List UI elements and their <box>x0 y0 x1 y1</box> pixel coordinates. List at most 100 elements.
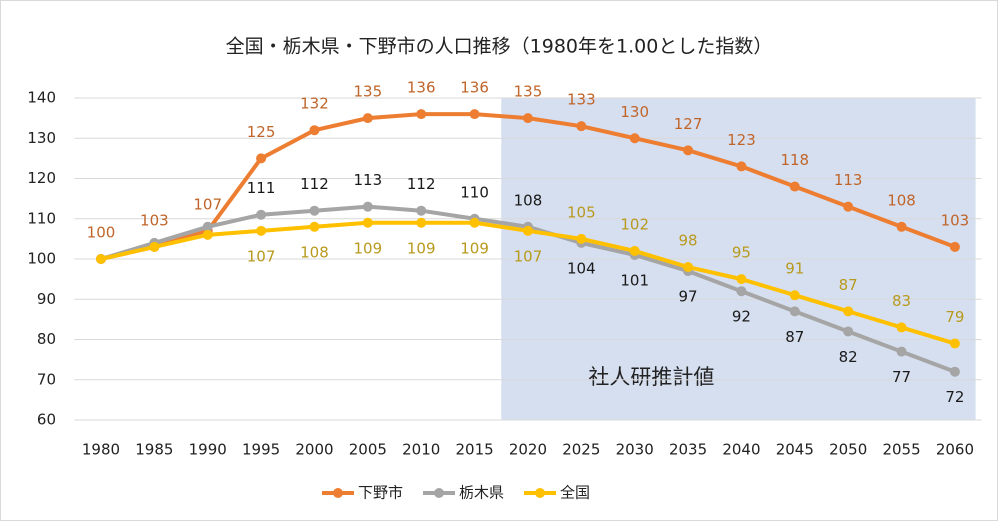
legend-label: 下野市 <box>358 484 403 502</box>
y-tick-label: 130 <box>27 129 56 147</box>
data-label: 113 <box>834 171 863 189</box>
data-label: 103 <box>140 211 169 229</box>
data-label: 92 <box>732 308 751 326</box>
data-label: 108 <box>887 191 916 209</box>
data-label: 135 <box>354 83 383 101</box>
data-label: 110 <box>460 183 489 201</box>
x-tick-label: 2060 <box>936 441 974 459</box>
data-label: 108 <box>514 191 543 209</box>
data-label: 118 <box>780 151 809 169</box>
data-label: 91 <box>785 260 804 278</box>
y-tick-label: 100 <box>27 250 56 268</box>
point <box>95 254 106 264</box>
x-tick-label: 1990 <box>189 441 227 459</box>
data-label: 100 <box>87 224 116 242</box>
point <box>789 290 800 301</box>
point <box>416 205 427 216</box>
data-label: 87 <box>785 328 804 346</box>
point <box>896 346 907 357</box>
point <box>789 306 800 317</box>
data-label: 125 <box>247 123 276 141</box>
data-label: 109 <box>354 239 383 257</box>
data-label: 83 <box>892 292 911 310</box>
y-tick-label: 120 <box>27 169 56 187</box>
point <box>362 217 373 228</box>
x-tick-label: 2005 <box>349 441 387 459</box>
data-label: 133 <box>567 91 596 109</box>
data-label: 136 <box>460 79 489 97</box>
point <box>949 338 960 349</box>
x-tick-label: 2055 <box>882 441 920 459</box>
x-tick-label: 2045 <box>776 441 814 459</box>
x-tick-label: 1985 <box>135 441 173 459</box>
data-label: 123 <box>727 131 756 149</box>
point <box>789 181 800 192</box>
data-label: 95 <box>732 244 751 262</box>
legend-marker <box>333 488 343 498</box>
point <box>416 109 427 120</box>
data-label: 79 <box>945 308 964 326</box>
data-label: 77 <box>892 368 911 386</box>
point <box>736 274 747 285</box>
point <box>736 161 747 172</box>
chart-title: 全国・栃木県・下野市の人口推移（1980年を1.00とした指数） <box>226 36 773 58</box>
x-tick-label: 2010 <box>402 441 440 459</box>
x-tick-label: 2050 <box>829 441 867 459</box>
data-label: 103 <box>941 211 970 229</box>
data-label: 135 <box>514 83 543 101</box>
legend-marker <box>535 488 546 498</box>
point <box>683 145 694 156</box>
data-label: 109 <box>407 239 436 257</box>
x-tick-label: 2025 <box>562 441 600 459</box>
point <box>256 209 267 220</box>
data-label: 136 <box>407 79 436 97</box>
data-label: 130 <box>620 103 649 121</box>
data-label: 127 <box>674 115 703 133</box>
y-tick-label: 80 <box>37 330 56 348</box>
x-tick-label: 2015 <box>455 441 493 459</box>
point <box>416 217 427 228</box>
data-label: 109 <box>460 239 489 257</box>
data-label: 105 <box>567 203 596 221</box>
y-tick-label: 70 <box>37 370 56 388</box>
point <box>949 366 960 377</box>
point <box>736 286 747 297</box>
point <box>683 262 694 273</box>
data-label: 101 <box>620 271 649 289</box>
point <box>149 241 160 252</box>
point <box>576 121 587 132</box>
point <box>629 245 640 256</box>
data-label: 107 <box>247 247 276 265</box>
point <box>202 229 213 240</box>
x-tick-label: 2030 <box>616 441 654 459</box>
point <box>309 205 320 216</box>
data-label: 111 <box>247 179 276 197</box>
y-tick-label: 60 <box>37 411 56 429</box>
data-label: 107 <box>514 247 543 265</box>
data-label: 132 <box>300 95 329 113</box>
legend-marker <box>434 488 445 498</box>
data-label: 72 <box>945 388 964 406</box>
legend-label: 全国 <box>560 484 590 502</box>
data-label: 98 <box>679 232 698 250</box>
point <box>843 326 854 337</box>
forecast-label: 社人研推計値 <box>588 365 714 389</box>
point <box>896 322 907 333</box>
x-tick-label: 2020 <box>509 441 547 459</box>
point <box>362 201 373 212</box>
data-label: 97 <box>679 288 698 306</box>
y-tick-label: 140 <box>27 89 56 107</box>
x-tick-label: 2040 <box>722 441 760 459</box>
point <box>309 221 320 232</box>
point <box>469 217 480 228</box>
data-label: 87 <box>839 276 858 294</box>
data-label: 104 <box>567 259 596 277</box>
x-tick-label: 2035 <box>669 441 707 459</box>
point <box>629 133 640 144</box>
x-tick-label: 1980 <box>82 441 120 459</box>
point <box>202 221 213 232</box>
y-tick-label: 90 <box>37 290 56 308</box>
point <box>256 225 267 236</box>
data-label: 108 <box>300 243 329 261</box>
